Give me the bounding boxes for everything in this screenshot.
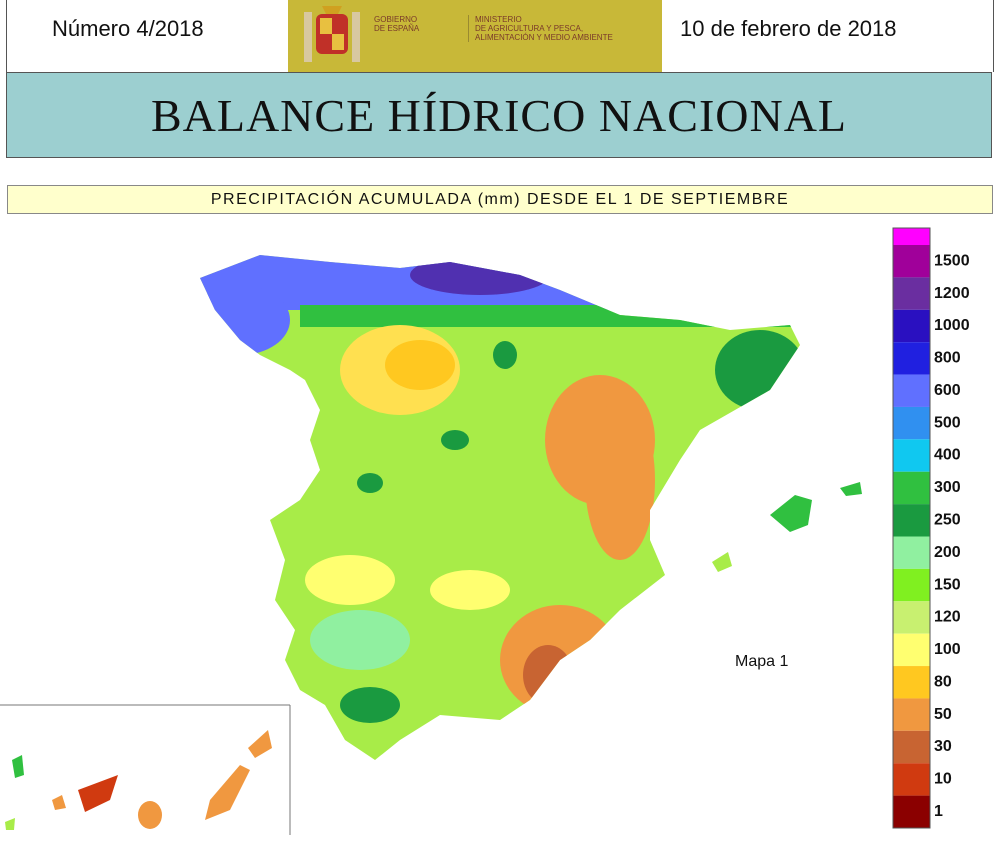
subtitle: PRECIPITACIÓN ACUMULADA (mm) DESDE EL 1 … (210, 190, 790, 208)
legend-label: 100 (934, 641, 961, 658)
legend-label: 1000 (934, 317, 970, 334)
legend-swatch (893, 504, 930, 537)
legend-label: 1500 (934, 252, 970, 269)
legend-label: 30 (934, 738, 952, 755)
legend-label: 600 (934, 382, 961, 399)
legend-swatch (893, 763, 930, 796)
logo-text: DE ESPAÑA (374, 24, 420, 33)
legend-swatch (893, 471, 930, 505)
balearic-islands (712, 482, 862, 572)
region (310, 610, 410, 670)
region (441, 430, 469, 450)
canary-inset (0, 704, 291, 835)
legend-swatch (893, 374, 930, 407)
legend-label: 1 (934, 803, 943, 820)
legend-swatch (893, 666, 930, 699)
coat-of-arms (304, 6, 360, 62)
logo-text: MINISTERIO (475, 15, 522, 24)
legend-swatch (893, 228, 930, 245)
legend-label: 800 (934, 350, 961, 367)
ministry-name: MINISTERIO DE AGRICULTURA Y PESCA, ALIME… (468, 15, 613, 42)
peninsula (200, 255, 800, 760)
legend-label: 10 (934, 771, 952, 788)
legend-label: 300 (934, 479, 961, 496)
region (410, 255, 550, 295)
region (305, 555, 395, 605)
legend-swatch (893, 439, 930, 472)
title-band: BALANCE HÍDRICO NACIONAL (6, 72, 992, 158)
legend-swatch (893, 406, 930, 440)
government-name: GOBIERNO DE ESPAÑA (374, 15, 419, 33)
issue-number: Número 4/2018 (52, 16, 204, 41)
legend-swatch (893, 601, 930, 634)
region (715, 330, 800, 410)
legend-swatch (893, 633, 930, 667)
legend-label: 150 (934, 576, 961, 593)
region (523, 645, 573, 705)
subtitle-box: PRECIPITACIÓN ACUMULADA (mm) DESDE EL 1 … (7, 185, 993, 214)
legend: 1500120010008006005004003002502001501201… (892, 227, 970, 829)
region (340, 687, 400, 723)
legend-label: 80 (934, 673, 952, 690)
region (493, 341, 517, 369)
header-frame (6, 0, 994, 72)
legend-label: 250 (934, 512, 961, 529)
legend-label: 50 (934, 706, 952, 723)
region (200, 285, 290, 355)
legend-swatch (893, 342, 930, 375)
legend-swatch (893, 277, 930, 310)
legend-label: 500 (934, 414, 961, 431)
legend-frame (892, 227, 931, 829)
region (357, 473, 383, 493)
legend-label: 400 (934, 447, 961, 464)
legend-label: 120 (934, 609, 961, 626)
region (430, 570, 510, 610)
region (585, 400, 655, 560)
legend-swatch (893, 568, 930, 602)
legend-swatch (893, 698, 930, 731)
logo-text: GOBIERNO (374, 15, 418, 24)
region (385, 340, 455, 390)
legend-swatch (893, 536, 930, 569)
legend-swatch (893, 309, 930, 343)
region (300, 305, 800, 327)
legend-swatch (893, 795, 930, 828)
legend-swatch (893, 730, 930, 764)
logo-text: DE AGRICULTURA Y PESCA, (475, 24, 584, 33)
logo-text: ALIMENTACIÓN Y MEDIO AMBIENTE (475, 33, 613, 42)
title: BALANCE HÍDRICO NACIONAL (150, 89, 848, 141)
ministry-logo: GOBIERNO DE ESPAÑA MINISTERIO DE AGRICUL… (288, 0, 662, 72)
map-label: Mapa 1 (735, 653, 788, 670)
legend-swatch (893, 245, 930, 278)
legend-label: 1200 (934, 285, 970, 302)
legend-label: 200 (934, 544, 961, 561)
issue-date: 10 de febrero de 2018 (680, 16, 897, 41)
